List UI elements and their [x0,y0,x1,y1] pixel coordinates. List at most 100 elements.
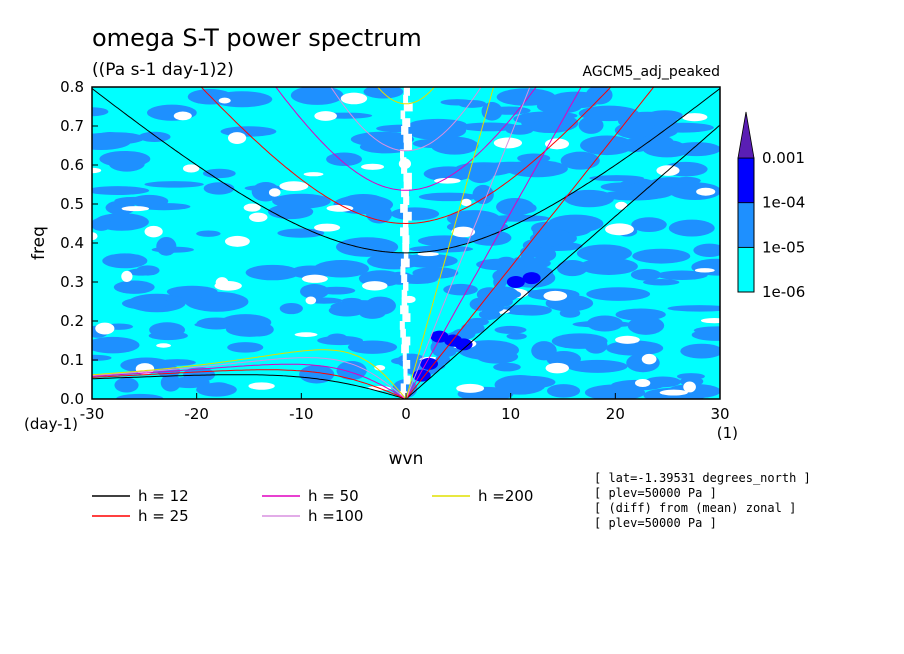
contour-patch [560,151,600,170]
contour-patch [625,181,676,200]
contour-gap [605,223,634,236]
contour-patch [691,328,720,341]
contour-patch [367,252,422,270]
contour-gap [95,322,115,335]
contour-patch [667,305,720,312]
contour-patch [299,365,335,384]
colorbar-label: 1e-06 [762,283,805,301]
zonal-gap [402,243,410,252]
colorbar-box [737,202,755,248]
contour-patch [642,279,680,286]
contour-patch [328,304,365,317]
contour-patch [219,314,272,331]
contour-gap [434,177,461,184]
contour-patch [386,271,414,285]
y-tick-label: 0.5 [60,195,84,213]
y-tick-label: 0.4 [60,234,84,252]
zonal-gap [403,141,413,151]
contour-gap [305,296,317,305]
y-axis-label: freq [29,226,49,260]
zonal-gap [400,258,410,268]
contour-gap [279,181,309,191]
contour-patch [630,268,662,281]
contour-gap [545,362,569,374]
x-tick-label: 0 [401,405,411,423]
contour-patch [440,99,474,106]
contour-patch [114,196,154,205]
annotation-block: [ lat=-1.39531 degrees_north ][ plev=500… [594,471,811,530]
contour-gap [121,270,133,282]
y-axis: 0.0 0.1 0.2 0.3 0.4 0.5 0.6 0.7 0.8 [60,78,98,408]
contour-gap [314,223,341,232]
contour-patch [506,333,527,340]
contour-gap [243,203,261,212]
contour-patch [512,305,552,316]
contour-patch [676,373,705,380]
contour-patch [114,377,139,393]
zonal-gap [403,94,409,104]
contour-gap [314,111,337,121]
y-unit-label: (day-1) [24,415,78,433]
dispersion-curve [275,87,537,191]
contour-patch [92,132,145,145]
contour-patch [620,138,651,153]
contour-patch [277,228,325,238]
contour-patch [589,175,645,182]
contour-gap [218,97,231,104]
contour-patch [92,107,109,117]
contour-gap [303,172,324,177]
contour-patch [551,333,608,349]
contour-patch [472,184,494,205]
contour-patch [494,325,527,334]
zonal-gap [402,360,411,369]
contour-patch [227,342,264,353]
y-tick-label: 0.0 [60,390,84,408]
zonal-gap [402,118,411,127]
x-tick-label: 30 [710,405,729,423]
zonal-gap [403,367,408,377]
contour-gap [659,389,688,396]
contour-gap [301,274,328,283]
contour-patch [534,247,557,262]
contour-gap [214,281,242,291]
contour-gap [700,318,720,324]
zonal-gap [403,282,409,291]
contour-peak [506,276,525,288]
contour-patch [488,214,550,222]
dispersion-curve [92,374,407,399]
contour-patch [417,235,472,247]
x-tick-label: -30 [80,405,105,423]
contour-patch [203,182,235,195]
contour-gap [326,204,354,212]
contour-patch [92,217,112,231]
contour-gap [248,382,275,390]
dispersion-curve [92,363,407,399]
contour-gap [460,198,472,207]
contour-patch [544,236,560,247]
zonal-gap [401,289,408,299]
contour-gap [694,268,715,273]
contour-patch [121,297,169,310]
contour-patch [572,320,633,328]
contour-gap [696,187,716,196]
contour-patch [196,230,221,237]
contour-patch [458,122,520,132]
contour-patch [347,340,398,354]
contour-patch [493,296,513,307]
contour-patch [412,139,452,149]
contour-patch [290,87,344,105]
contour-patch [92,336,140,354]
colorbar-extend-arrow [737,111,755,159]
contour-patch [102,253,148,269]
contour-patch [300,283,329,299]
x-tick-label: -20 [184,405,209,423]
contour-patch [476,258,521,271]
contour-gap [92,167,102,174]
y-tick-label: 0.1 [60,351,84,369]
zonal-gap [400,204,408,213]
contour-patch [359,307,386,319]
contour-patch [166,285,218,298]
zonal-gap [401,126,409,135]
contour-patch [317,286,356,295]
